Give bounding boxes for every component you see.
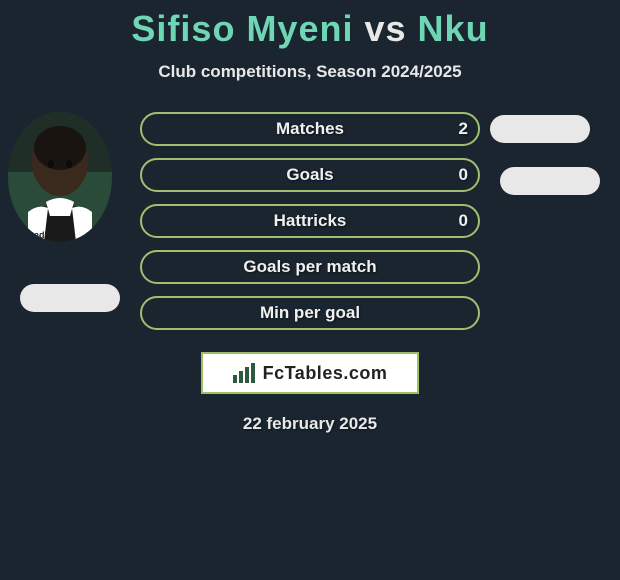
stat-label: Hattricks [274, 211, 347, 231]
avatar-icon: adidas [8, 112, 112, 242]
stat-rows: Matches 2 Goals 0 Hattricks 0 Goals per … [140, 112, 480, 330]
stat-row-matches: Matches 2 [140, 112, 480, 146]
brand-text: FcTables.com [263, 363, 388, 384]
stat-row-min-per-goal: Min per goal [140, 296, 480, 330]
stat-value-left: 0 [459, 165, 468, 185]
title-vs: vs [364, 8, 406, 49]
blank-pill-left [20, 284, 120, 312]
date-text: 22 february 2025 [0, 414, 620, 434]
stat-row-goals-per-match: Goals per match [140, 250, 480, 284]
title-player2: Nku [418, 8, 489, 49]
stat-row-goals: Goals 0 [140, 158, 480, 192]
svg-text:adidas: adidas [34, 230, 63, 240]
subtitle: Club competitions, Season 2024/2025 [0, 62, 620, 82]
player1-avatar: adidas [8, 112, 112, 242]
stat-label: Goals [286, 165, 333, 185]
bar-chart-icon [233, 363, 257, 383]
stat-label: Matches [276, 119, 344, 139]
blank-pill-right-2 [500, 167, 600, 195]
stats-area: adidas Matches 2 Goals 0 Hattricks 0 Goa… [0, 112, 620, 330]
brand-badge: FcTables.com [201, 352, 419, 394]
stat-value-left: 2 [459, 119, 468, 139]
stat-value-left: 0 [459, 211, 468, 231]
stat-label: Goals per match [243, 257, 376, 277]
stat-row-hattricks: Hattricks 0 [140, 204, 480, 238]
stat-label: Min per goal [260, 303, 360, 323]
page-title: Sifiso Myeni vs Nku [0, 8, 620, 50]
blank-pill-right-1 [490, 115, 590, 143]
title-player1: Sifiso Myeni [131, 8, 353, 49]
infographic-root: Sifiso Myeni vs Nku Club competitions, S… [0, 0, 620, 434]
